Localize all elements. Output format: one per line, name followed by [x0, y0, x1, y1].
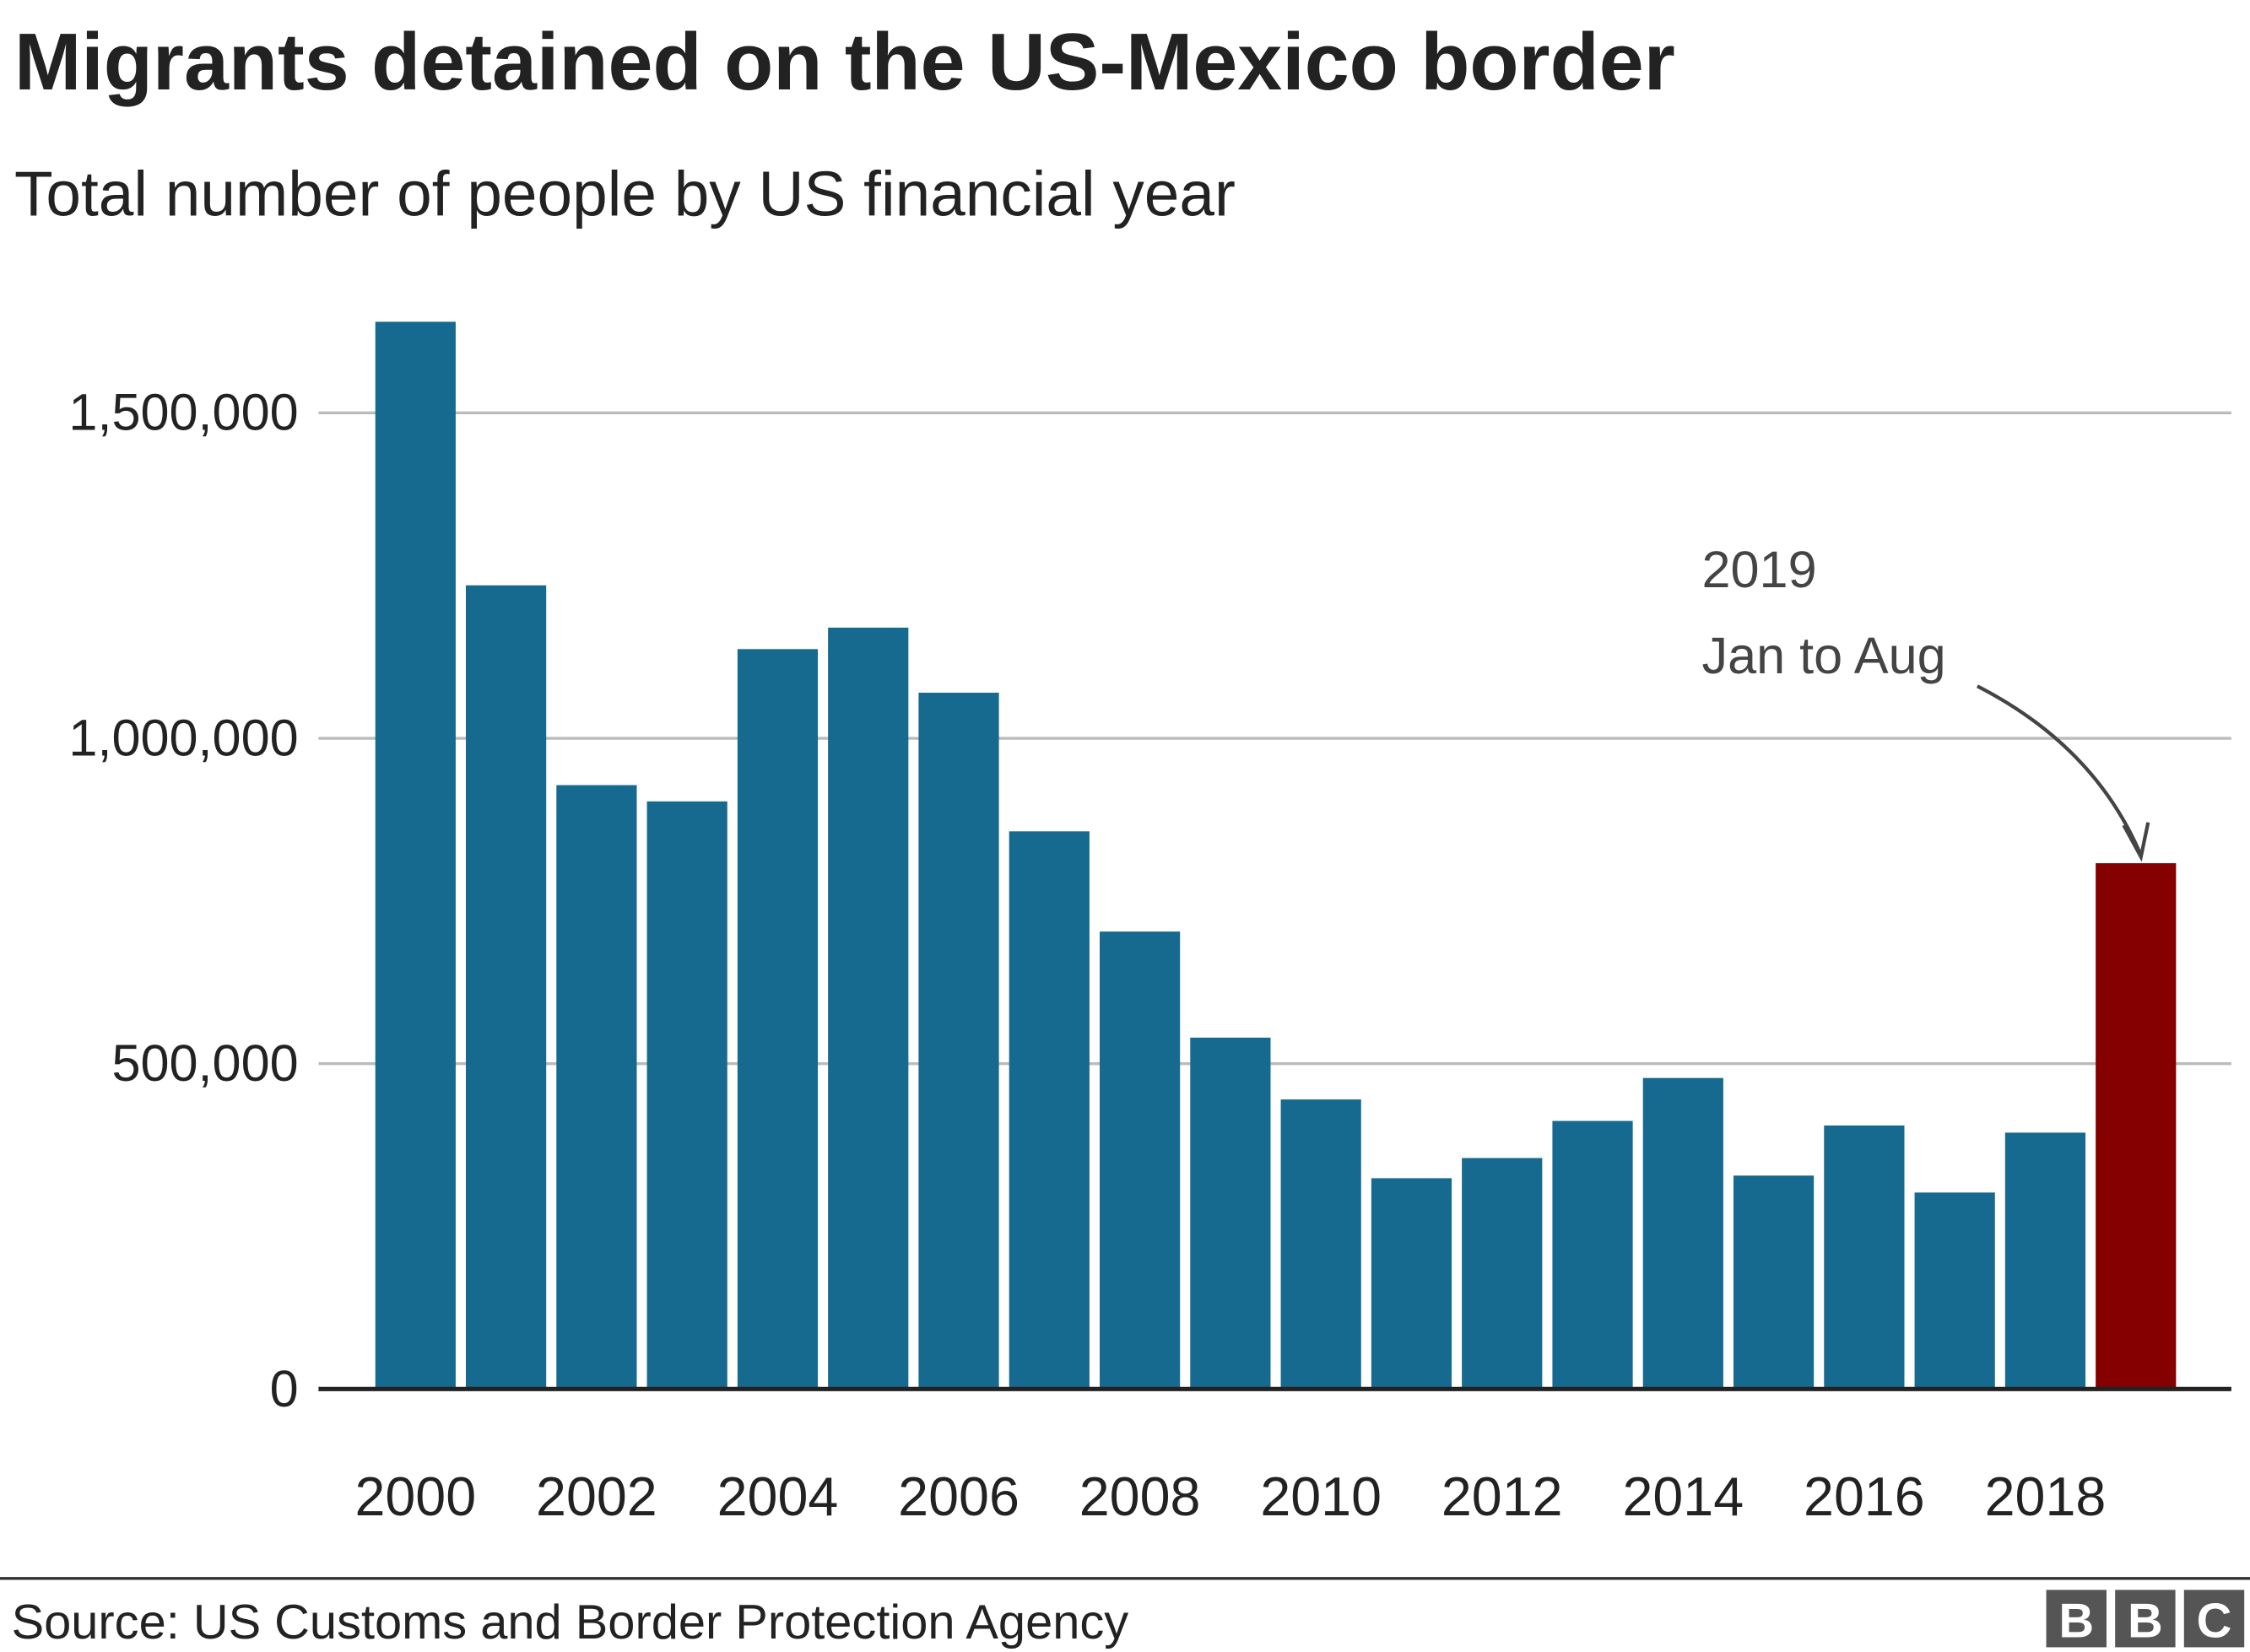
bar [828, 627, 909, 1390]
x-tick-label: 2000 [354, 1466, 476, 1527]
x-tick-label: 2008 [1079, 1466, 1201, 1527]
bar [556, 785, 637, 1390]
bar [2004, 1132, 2086, 1390]
logo-letter: B [2128, 1594, 2163, 1648]
annotation: Jan to Aug [1702, 627, 1946, 684]
y-tick-label: 1,000,000 [68, 709, 298, 766]
bar [1552, 1120, 1633, 1390]
bar [646, 801, 727, 1390]
source: Source: US Customs and Border Protection… [12, 1595, 1129, 1649]
chart-title: Migrants detained on the US-Mexico borde… [14, 18, 1675, 107]
x-tick-label: 2010 [1260, 1466, 1382, 1527]
annotation-arrowhead [2122, 822, 2150, 862]
logo-box [2183, 1590, 2245, 1648]
bar [465, 585, 547, 1390]
x-tick-label: 2004 [717, 1466, 839, 1527]
bar [1824, 1125, 1905, 1390]
x-tick-label: 2002 [536, 1466, 657, 1527]
bar [2096, 863, 2177, 1390]
chart-subtitle: Total number of people by US financial y… [14, 159, 1236, 229]
bar [1280, 1099, 1361, 1390]
bar [1190, 1037, 1271, 1390]
bar [375, 321, 456, 1390]
logo-letter: C [2197, 1594, 2232, 1648]
x-tick-label: 2006 [898, 1466, 1020, 1527]
bar [1099, 931, 1181, 1390]
bar [737, 649, 819, 1390]
y-tick-label: 1,500,000 [68, 384, 298, 441]
y-tick-label: 0 [270, 1360, 299, 1417]
bar [1462, 1158, 1543, 1390]
x-tick-label: 2012 [1441, 1466, 1563, 1527]
bar [1371, 1178, 1452, 1390]
bar [1733, 1175, 1815, 1390]
x-tick-label: 2014 [1622, 1466, 1744, 1527]
logo-letter: B [2058, 1594, 2094, 1648]
bar [1642, 1077, 1723, 1390]
y-tick-label: 500,000 [111, 1034, 298, 1092]
bar [1009, 831, 1090, 1390]
bar [918, 693, 999, 1390]
x-tick-label: 2018 [1985, 1466, 2107, 1527]
annotation-arrow [1976, 684, 2143, 856]
logo-box [2115, 1590, 2176, 1648]
x-tick-label: 2016 [1804, 1466, 1925, 1527]
logo-box [2046, 1590, 2107, 1648]
annotation: 2019 [1702, 541, 1817, 598]
bar [1914, 1192, 1995, 1390]
